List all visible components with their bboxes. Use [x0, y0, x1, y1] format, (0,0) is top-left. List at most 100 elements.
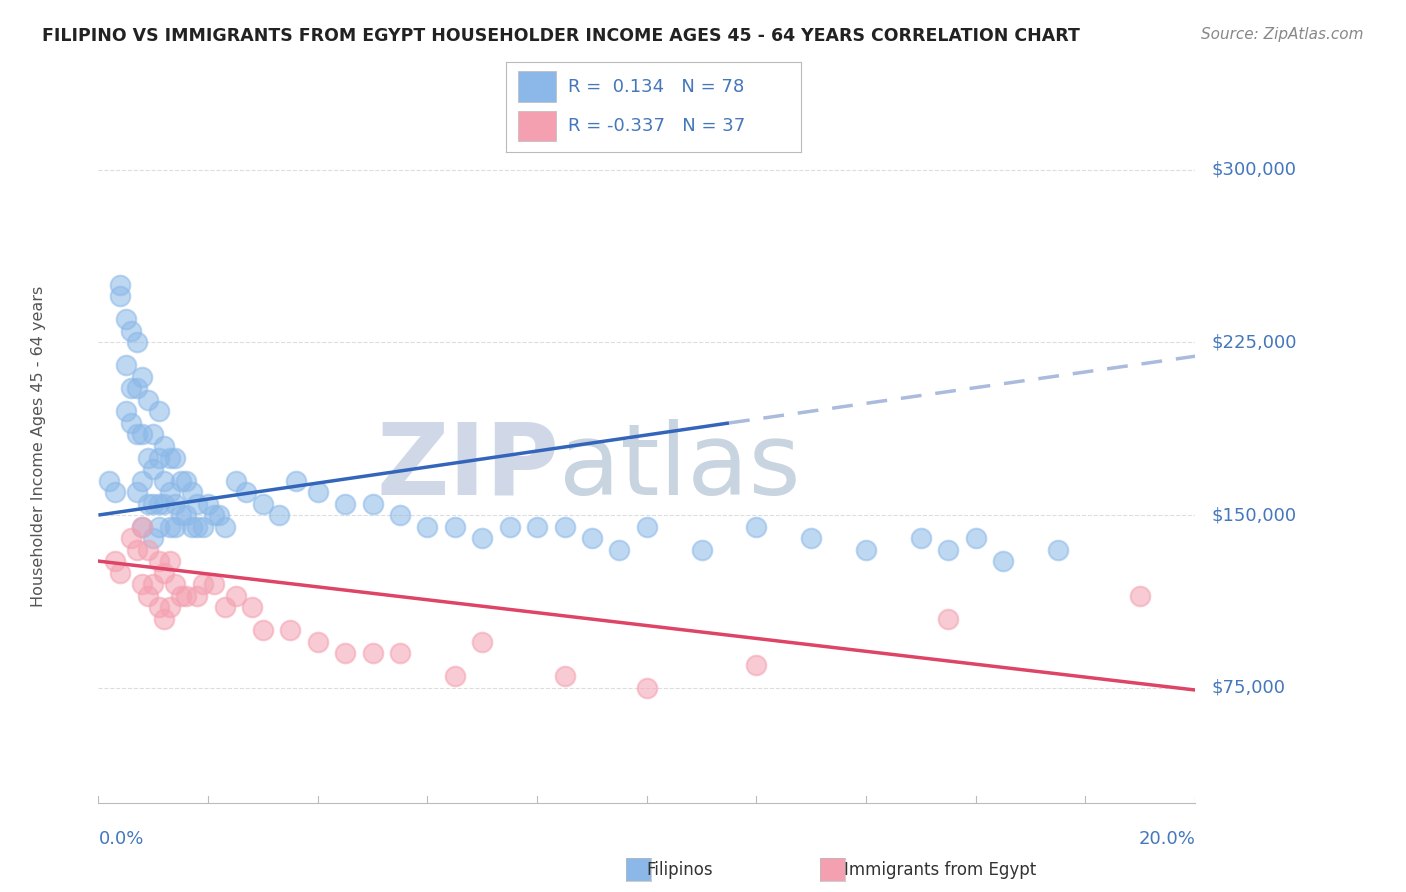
- Point: [120, 381, 142, 395]
- Point: [131, 577, 153, 591]
- Point: [120, 531, 142, 545]
- Point: [202, 508, 225, 522]
- Point: [148, 497, 170, 511]
- Point: [104, 485, 127, 500]
- Point: [153, 474, 176, 488]
- Point: [153, 439, 176, 453]
- Text: Householder Income Ages 45 - 64 years: Householder Income Ages 45 - 64 years: [31, 285, 45, 607]
- Point: [554, 519, 576, 533]
- Point: [120, 416, 142, 430]
- Point: [142, 462, 165, 476]
- Point: [180, 485, 202, 500]
- Point: [110, 289, 132, 303]
- Point: [131, 474, 153, 488]
- Point: [170, 474, 193, 488]
- Point: [142, 531, 165, 545]
- Point: [120, 324, 142, 338]
- Point: [1046, 542, 1070, 557]
- Point: [554, 669, 576, 683]
- Point: [131, 519, 153, 533]
- Point: [165, 577, 187, 591]
- Point: [269, 508, 291, 522]
- Point: [745, 657, 768, 672]
- Point: [98, 474, 121, 488]
- Text: ZIP: ZIP: [377, 419, 560, 516]
- Text: $150,000: $150,000: [1212, 506, 1296, 524]
- Point: [499, 519, 522, 533]
- Point: [186, 589, 208, 603]
- Point: [993, 554, 1015, 568]
- Point: [240, 600, 263, 615]
- Point: [252, 497, 274, 511]
- Point: [131, 370, 153, 384]
- Point: [125, 485, 148, 500]
- Point: [690, 542, 713, 557]
- Point: [471, 634, 494, 648]
- Point: [159, 519, 181, 533]
- Point: [938, 612, 960, 626]
- Point: [416, 519, 439, 533]
- Text: Filipinos: Filipinos: [647, 861, 713, 879]
- Point: [855, 542, 877, 557]
- Text: Immigrants from Egypt: Immigrants from Egypt: [844, 861, 1036, 879]
- Point: [174, 508, 197, 522]
- Point: [136, 542, 159, 557]
- Point: [965, 531, 987, 545]
- Point: [335, 497, 357, 511]
- Point: [526, 519, 548, 533]
- Point: [148, 554, 170, 568]
- Point: [910, 531, 932, 545]
- Point: [115, 312, 138, 326]
- Point: [361, 497, 384, 511]
- Point: [136, 589, 159, 603]
- FancyBboxPatch shape: [517, 111, 557, 141]
- Point: [170, 589, 193, 603]
- Point: [153, 612, 176, 626]
- Point: [609, 542, 631, 557]
- Point: [1129, 589, 1152, 603]
- Point: [148, 519, 170, 533]
- Point: [115, 359, 138, 373]
- Point: [142, 427, 165, 442]
- Point: [252, 623, 274, 637]
- Point: [180, 519, 202, 533]
- FancyBboxPatch shape: [517, 71, 557, 102]
- Text: FILIPINO VS IMMIGRANTS FROM EGYPT HOUSEHOLDER INCOME AGES 45 - 64 YEARS CORRELAT: FILIPINO VS IMMIGRANTS FROM EGYPT HOUSEH…: [42, 27, 1080, 45]
- Point: [165, 450, 187, 465]
- Point: [202, 577, 225, 591]
- Point: [159, 554, 181, 568]
- Point: [186, 519, 208, 533]
- Point: [159, 600, 181, 615]
- Point: [745, 519, 768, 533]
- Point: [165, 519, 187, 533]
- Point: [165, 497, 187, 511]
- Point: [214, 519, 236, 533]
- Point: [110, 277, 132, 292]
- Point: [104, 554, 127, 568]
- Point: [153, 497, 176, 511]
- Point: [142, 577, 165, 591]
- Point: [280, 623, 302, 637]
- Point: [225, 474, 247, 488]
- Point: [148, 600, 170, 615]
- Point: [115, 404, 138, 418]
- Point: [636, 681, 658, 695]
- Point: [136, 450, 159, 465]
- Point: [136, 497, 159, 511]
- Text: $300,000: $300,000: [1212, 161, 1296, 178]
- Point: [148, 404, 170, 418]
- Point: [335, 646, 357, 660]
- Point: [938, 542, 960, 557]
- Point: [110, 566, 132, 580]
- Point: [142, 497, 165, 511]
- Point: [235, 485, 257, 500]
- Point: [170, 508, 193, 522]
- Point: [136, 392, 159, 407]
- Point: [186, 497, 208, 511]
- Point: [444, 519, 467, 533]
- Point: [307, 485, 329, 500]
- Point: [125, 427, 148, 442]
- Point: [307, 634, 329, 648]
- Point: [159, 485, 181, 500]
- Point: [208, 508, 231, 522]
